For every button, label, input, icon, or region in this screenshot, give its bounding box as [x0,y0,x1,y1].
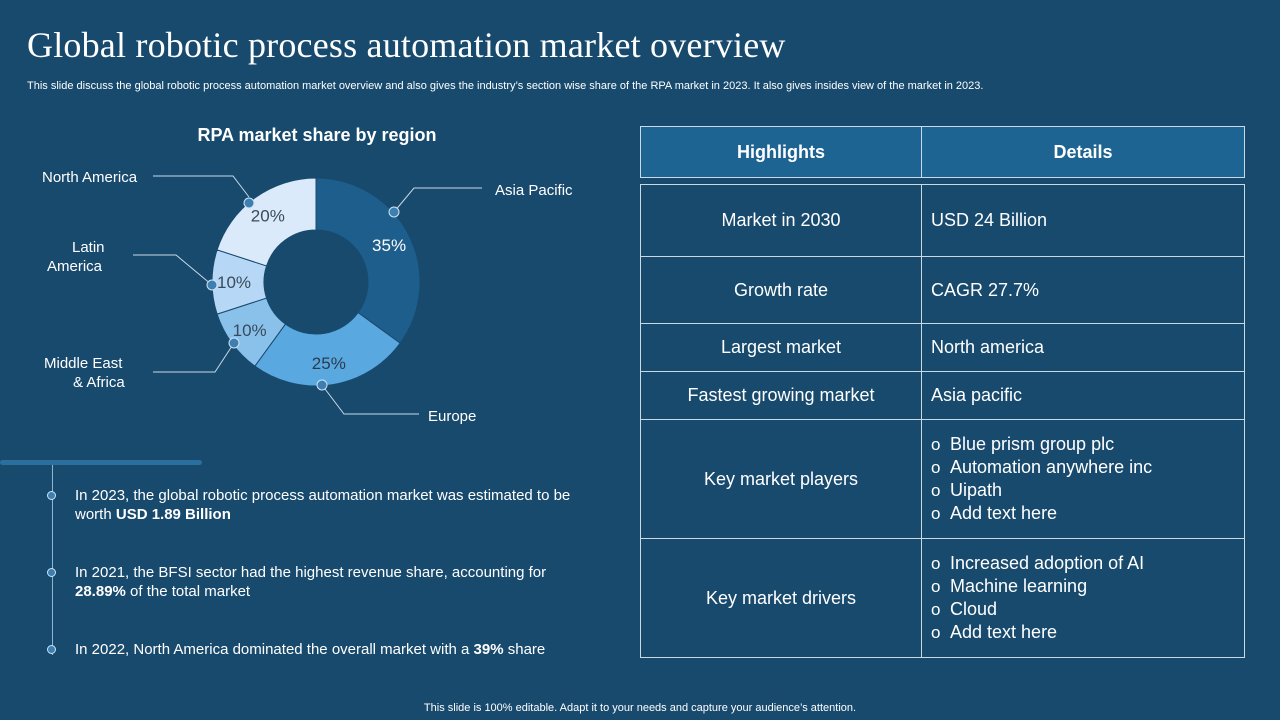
marker-asia-pacific [388,206,400,218]
list-item: o Uipath [931,480,1003,500]
label-europe: Europe [428,408,476,425]
marker-latin-america [206,279,218,291]
data-label: 25% [312,354,346,373]
data-label: 10% [217,273,251,292]
row-label-key-players: Key market players [640,419,922,539]
row-label: Fastest growing market [640,371,922,420]
marker-north-america [243,197,255,209]
list-item: o Machine learning [931,576,1088,596]
donut-slice-asia-pacific [315,177,421,344]
bullet-icon: o [931,554,941,573]
bullet-icon: o [931,623,941,642]
label-middle-east-line1: Middle East [44,355,123,372]
connector-asia-pacific [393,187,482,213]
highlights-table: Highlights Details Market in 2030 USD 24… [640,126,1245,658]
bullet-icon: o [931,504,941,523]
label-latin-america-line1: Latin [72,239,105,256]
label-latin-america-line2: America [47,258,103,275]
donut-slice-europe [254,311,401,387]
table-row: Growth rate CAGR 27.7% [640,256,1245,324]
table-header-row: Highlights Details [640,126,1245,178]
fact-item: In 2023, the global robotic process auto… [75,487,571,523]
page-title: Global robotic process automation market… [27,25,786,65]
timeline-line [52,465,53,655]
key-drivers-list: o Increased adoption of AI o Machine learn… [931,552,1243,644]
label-north-america: North America [42,169,138,186]
accent-bar [0,460,202,465]
row-value: USD 24 Billion [921,184,1245,257]
chart-title: RPA market share by region [197,125,437,145]
row-value: North america [921,323,1245,372]
bullet-icon: o [931,435,941,454]
list-item: o Increased adoption of AI [931,553,1145,573]
row-value: Asia pacific [921,371,1245,420]
donut-slice-north-america [216,177,317,267]
data-label: 20% [251,207,285,226]
timeline-dot [47,645,56,654]
fact-item: In 2022, North America dominated the ove… [75,641,546,658]
table-row: Key market players o Blue prism group plc… [640,419,1245,539]
row-label: Largest market [640,323,922,372]
label-asia-pacific: Asia Pacific [495,182,573,199]
marker-europe [316,379,328,391]
timeline-dot [47,568,56,577]
bullet-icon: o [931,600,941,619]
connector-latin-america [133,254,213,286]
row-label: Market in 2030 [640,184,922,257]
connector-europe [321,384,419,415]
fact-item: In 2021, the BFSI sector had the highest… [75,564,547,600]
marker-middle-east-africa [228,337,240,349]
connector-north-america [153,175,250,198]
table-row: Market in 2030 USD 24 Billion [640,184,1245,257]
footer-note: This slide is 100% editable. Adapt it to… [423,702,857,714]
donut-chart: 35% 25% 10% 10% 20% North America Latin Amer… [42,169,573,425]
table-row: Fastest growing market Asia pacific [640,371,1245,420]
bullet-icon: o [931,481,941,500]
data-label: 10% [233,321,267,340]
table-row: Key market drivers o Increased adoption o… [640,538,1245,658]
list-item: o Cloud [931,599,998,619]
timeline-dot [47,491,56,500]
bullet-icon: o [931,458,941,477]
key-players-list: o Blue prism group plc o Automation anywhe… [931,433,1243,525]
header-details: Details [921,126,1245,178]
header-highlights: Highlights [640,126,922,178]
row-label-key-drivers: Key market drivers [640,538,922,658]
table-row: Largest market North america [640,323,1245,372]
row-value: CAGR 27.7% [921,256,1245,324]
connector-middle-east-africa [153,342,235,373]
list-item: o Blue prism group plc [931,434,1115,454]
bullet-icon: o [931,577,941,596]
list-item: o Add text here [931,503,1058,523]
label-middle-east-line2: & Africa [73,374,125,391]
list-item: o Add text here [931,622,1058,642]
row-value-key-players: o Blue prism group plc o Automation anywhe… [921,419,1245,539]
list-item: o Automation anywhere inc [931,457,1153,477]
row-label: Growth rate [640,256,922,324]
data-label: 35% [372,236,406,255]
row-value-key-drivers: o Increased adoption of AI o Machine learn… [921,538,1245,658]
page-subtitle: This slide discuss the global robotic pr… [27,80,984,92]
